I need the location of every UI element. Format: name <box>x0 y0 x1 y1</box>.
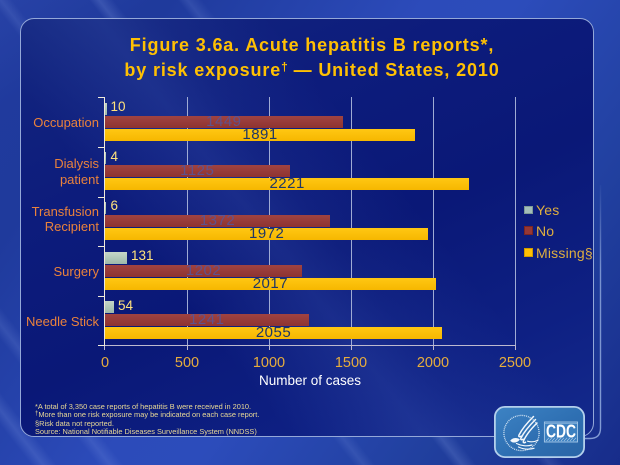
svg-text:CDC: CDC <box>546 422 576 442</box>
